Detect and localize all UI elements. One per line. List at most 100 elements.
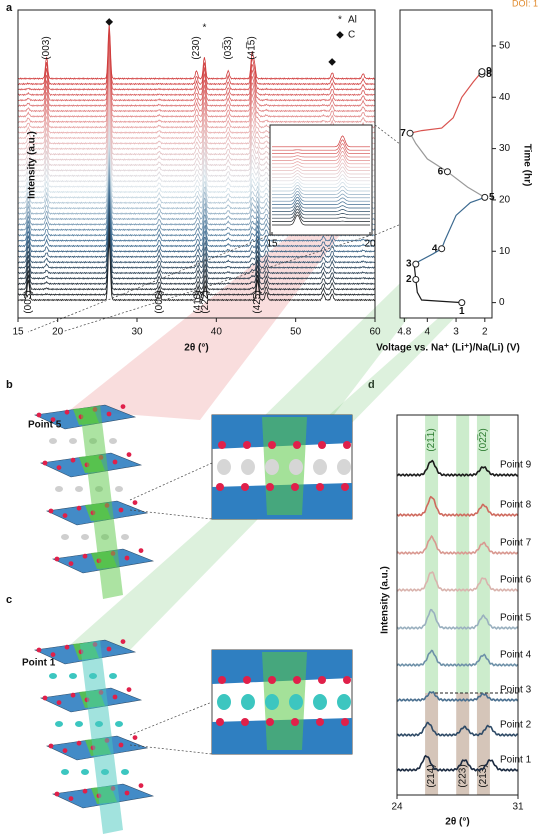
voltage-curve — [409, 71, 483, 134]
ion — [121, 769, 129, 775]
atom — [268, 441, 276, 449]
xrd-curve — [396, 690, 519, 702]
ion — [115, 486, 123, 492]
structure-label: Point 5 — [28, 420, 62, 431]
atom — [291, 718, 299, 726]
atom — [316, 718, 324, 726]
voltage-curve — [413, 266, 462, 304]
ion — [121, 534, 129, 540]
point-label: 4 — [432, 243, 438, 254]
zoom-line — [129, 509, 213, 520]
inset-trace — [272, 187, 370, 195]
xrd-trace — [17, 229, 376, 291]
inset-trace — [272, 196, 370, 205]
atom — [293, 441, 301, 449]
channel — [80, 405, 123, 599]
ion — [217, 694, 231, 710]
ion — [61, 534, 69, 540]
xrd-trace — [17, 218, 376, 280]
band-label: (214) — [426, 764, 437, 787]
xrd-trace — [17, 23, 376, 80]
atom — [138, 548, 144, 553]
ion — [55, 486, 63, 492]
inset-tick-label: 15 — [266, 239, 278, 250]
atom — [120, 404, 126, 409]
inset-trace — [272, 143, 370, 154]
x-tick-label: 3 — [453, 327, 459, 338]
xrd-curve — [397, 721, 519, 737]
x-tick-label: 15 — [12, 327, 24, 338]
point-marker — [412, 260, 420, 268]
point-marker — [412, 276, 420, 283]
y-tick-label: 30 — [499, 143, 511, 154]
point-label: 3 — [406, 259, 412, 270]
panel-label: a — [6, 2, 13, 14]
point-marker — [481, 193, 489, 201]
series-label: Point 5 — [500, 613, 532, 624]
xrd-curve — [396, 495, 519, 517]
atom — [341, 718, 349, 726]
point-marker — [478, 68, 486, 76]
plot-frame — [399, 9, 493, 319]
inset-trace — [272, 211, 370, 222]
atom — [241, 718, 249, 726]
ion — [109, 673, 117, 679]
peak-label: (03̅3) — [222, 36, 234, 59]
atom — [343, 676, 351, 684]
atom — [124, 555, 130, 561]
inset-trace — [272, 166, 370, 175]
ion — [49, 673, 57, 679]
inset-trace — [272, 135, 370, 148]
xrd-trace — [17, 213, 376, 275]
inset-trace — [272, 139, 370, 151]
legend-symbol: * — [338, 15, 342, 26]
atom — [120, 639, 126, 644]
point-marker — [438, 245, 446, 253]
peak-label: (41̅5) — [246, 36, 258, 59]
atom — [216, 718, 224, 726]
ion — [81, 769, 89, 775]
panel-label: c — [6, 594, 12, 606]
y-tick-label: 20 — [499, 195, 511, 206]
atom — [138, 783, 144, 788]
legend-label: C — [348, 30, 355, 41]
plot-frame — [396, 414, 519, 796]
y-tick-label: 0 — [499, 297, 505, 308]
ion — [313, 459, 327, 475]
atom — [132, 735, 138, 740]
ion — [75, 486, 83, 492]
atom — [36, 647, 42, 653]
point-label: 1 — [459, 306, 465, 317]
point-label: 9 — [486, 66, 492, 77]
atom — [126, 452, 132, 457]
atom — [64, 644, 70, 650]
legend-label: Al — [348, 15, 357, 26]
atom — [68, 796, 74, 801]
atom — [56, 700, 62, 705]
xrd-trace — [17, 234, 376, 296]
point-label: 5 — [489, 192, 495, 203]
inset-trace — [272, 170, 370, 178]
atom — [132, 500, 138, 505]
ion — [55, 721, 63, 727]
xrd-trace — [17, 203, 376, 264]
inset-trace — [272, 181, 370, 188]
point-marker — [406, 129, 414, 137]
atom — [48, 743, 54, 749]
atom — [341, 483, 349, 491]
xrd-trace — [17, 65, 376, 124]
ion — [265, 694, 279, 710]
atom — [343, 441, 351, 449]
xrd-trace — [17, 181, 376, 242]
point-label: 6 — [438, 166, 444, 177]
series-label: Point 8 — [500, 500, 532, 511]
band-label: (02̅2) — [477, 428, 489, 451]
atom — [50, 417, 56, 422]
doi: DOI: 1 — [512, 0, 538, 8]
y-tick-label: 50 — [499, 41, 511, 52]
inset-trace — [272, 150, 370, 161]
point-label: 8 — [486, 69, 492, 80]
plot-frame-bg — [397, 415, 518, 795]
xrd-trace — [17, 187, 376, 248]
